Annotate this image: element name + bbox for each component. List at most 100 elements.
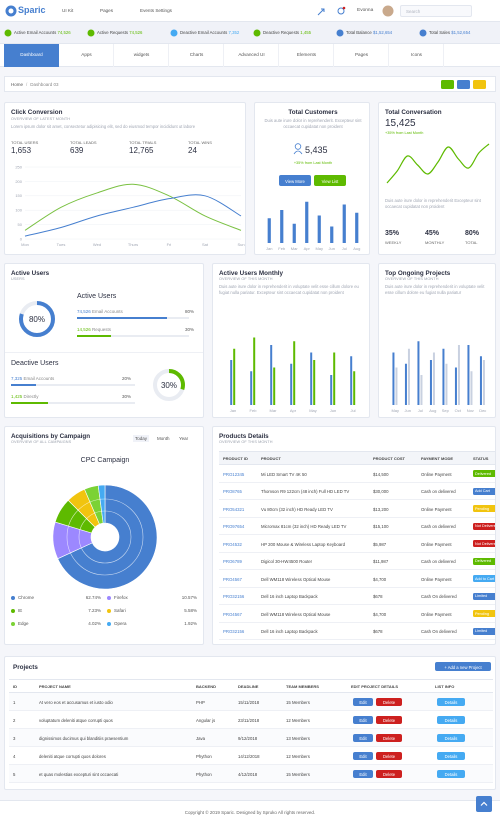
action-button[interactable]: Delete <box>376 752 402 760</box>
nav-item[interactable]: Elements <box>279 44 334 67</box>
bar <box>292 223 296 243</box>
toolbar-button[interactable] <box>473 80 486 89</box>
menu-item[interactable]: UI Kit <box>62 8 74 13</box>
metric-label: TOTAL <box>465 240 478 245</box>
nav-label: Dashboard <box>20 52 43 57</box>
add-project-button[interactable]: + Add a new Project <box>435 662 491 671</box>
status-badge: Pending <box>473 610 495 617</box>
menu-item[interactable]: Pages <box>100 8 114 13</box>
cell: 15 Members <box>286 700 310 705</box>
ring-separator <box>66 498 144 576</box>
status-label: Add to Cart <box>475 576 495 581</box>
legend-dot <box>107 608 111 613</box>
action-button[interactable]: Edit <box>353 716 373 724</box>
nav-item[interactable]: widgets <box>114 44 169 67</box>
button[interactable]: View More <box>279 175 311 186</box>
product-id[interactable]: PRO8765 <box>223 489 242 494</box>
action-button[interactable]: Delete <box>376 734 402 742</box>
stat-label: Active Email Accounts <box>14 30 57 35</box>
breadcrumb-item: Dashboard 03 <box>30 82 59 87</box>
product-id[interactable]: PRO12345 <box>223 471 245 477</box>
progress-bar <box>11 384 36 386</box>
action-button[interactable]: Edit <box>353 698 373 706</box>
nav-item[interactable]: Pages <box>334 44 389 67</box>
column-header: BACKEND <box>196 684 216 689</box>
status-badge: Limited <box>473 627 495 635</box>
chart <box>5 5 17 17</box>
product-id[interactable]: PRO4532 <box>223 541 242 547</box>
product-id[interactable]: PRO4567 <box>223 611 242 617</box>
action-button[interactable]: Details <box>437 734 465 742</box>
cell: deleniti atque corrupti quos dolores <box>39 754 106 759</box>
cell: 9/12/2018 <box>238 736 258 741</box>
line-series <box>24 183 242 231</box>
row-value: 7,325 <box>11 376 23 381</box>
nav-item[interactable]: Icons <box>389 44 444 67</box>
card-title: Products Details <box>219 433 269 440</box>
x-tick-label: Feb <box>250 408 258 413</box>
breadcrumb-item[interactable]: Home <box>11 82 24 87</box>
action-button[interactable]: Edit <box>353 734 373 742</box>
tab[interactable]: Today <box>133 435 150 442</box>
x-tick-label: Jul <box>418 408 423 413</box>
tab[interactable]: Month <box>157 436 170 441</box>
action-button[interactable]: Edit <box>353 770 373 778</box>
status-label: Not Delivered <box>475 541 496 546</box>
metric-value: 80% <box>465 230 480 237</box>
bar <box>350 356 353 405</box>
table-row <box>9 729 493 747</box>
action-button[interactable]: Edit <box>353 752 373 760</box>
cell: 15 Members <box>286 772 310 777</box>
legend-dot <box>107 621 111 626</box>
nav-item[interactable]: Charts <box>169 44 224 67</box>
stat-icon <box>87 29 95 37</box>
nav-item[interactable]: Apps <box>59 44 114 67</box>
action-button[interactable]: Delete <box>376 698 402 706</box>
x-tick-label: Jun <box>405 408 411 413</box>
button[interactable]: View List <box>314 175 346 186</box>
action-button[interactable]: Details <box>437 770 465 778</box>
product-id[interactable]: PRO6789 <box>223 559 242 564</box>
action-button[interactable]: Delete <box>376 716 402 724</box>
x-tick-label: Mar <box>270 408 278 413</box>
product-id[interactable]: PRO32156 <box>223 629 245 634</box>
toolbar-button[interactable] <box>457 80 470 89</box>
metric-value: 1,653 <box>11 146 32 155</box>
action-button[interactable]: Details <box>437 716 465 724</box>
bar <box>317 215 321 243</box>
breadcrumb: Home / Dashboard 03 <box>11 82 59 87</box>
menu-item[interactable]: Events Settings <box>140 8 172 13</box>
pie-slice <box>52 521 93 560</box>
product-id[interactable]: PRO97654 <box>223 524 245 529</box>
chart <box>87 29 95 37</box>
product-id[interactable]: PRO4567 <box>223 576 242 582</box>
table-row <box>219 535 495 553</box>
tab[interactable]: Year <box>179 436 189 441</box>
stat-label: Active Requests <box>97 30 129 35</box>
card: Total Conversation 15,425 +35% from Last M… <box>378 102 496 255</box>
toolbar-button[interactable] <box>441 80 454 89</box>
row-label: Requests <box>92 327 112 332</box>
bar <box>293 341 296 405</box>
bar <box>353 371 356 405</box>
action-button[interactable]: Delete <box>376 770 402 778</box>
user-name[interactable]: Evonna <box>357 8 374 13</box>
x-tick-label: Jun <box>329 246 335 251</box>
chart <box>336 29 344 37</box>
chart <box>293 143 303 155</box>
nav-item[interactable]: Dashboard <box>4 44 59 67</box>
legend-dot <box>11 621 15 626</box>
product-id[interactable]: PRO32156 <box>223 594 245 599</box>
cell: 15/11/2018 <box>238 700 260 705</box>
bar <box>467 345 470 405</box>
status-badge: Not Delivered <box>473 522 495 530</box>
action-button[interactable]: Details <box>437 752 465 760</box>
cell: 5 <box>13 772 16 777</box>
card: Active Users USERS 80% Active Users 74,526 E… <box>4 263 204 418</box>
chart <box>480 801 488 806</box>
search-box[interactable]: Search <box>400 5 472 17</box>
product-id[interactable]: PRO54321 <box>223 506 245 512</box>
nav-item[interactable]: Advanced UI <box>224 44 279 67</box>
action-button[interactable]: Details <box>437 698 465 706</box>
scroll-top-button[interactable] <box>476 796 492 812</box>
